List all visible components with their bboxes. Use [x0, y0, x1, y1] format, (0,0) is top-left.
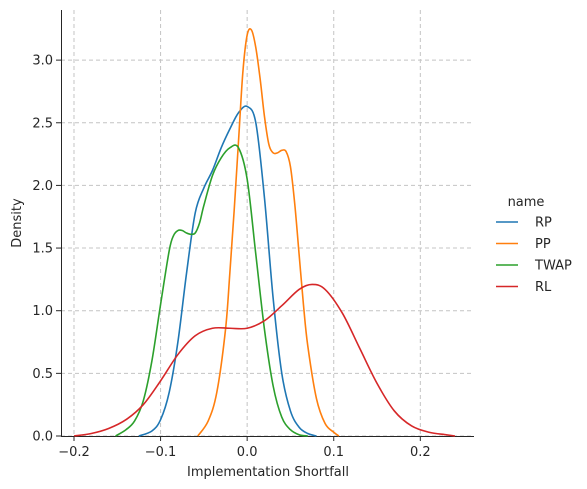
series-line-rl [73, 283, 456, 437]
series-line-twap [115, 144, 308, 437]
legend-items: RP PP TWAP RL [496, 216, 572, 295]
series-line-rp [138, 105, 317, 437]
grid [61, 10, 474, 437]
x-tick-label: −0.2 [58, 445, 90, 460]
y-tick-label: 2.5 [32, 116, 53, 131]
x-tick-label: 0.2 [410, 445, 431, 460]
y-axis-label: Density [10, 198, 25, 248]
legend-label-rl: RL [535, 280, 552, 295]
y-tick-label: 3.0 [32, 54, 53, 69]
ticks: −0.2 −0.1 0.0 0.1 0.2 0.0 0.5 1.0 1.5 2.0 2.5 3.0 [32, 54, 430, 460]
legend-title: name [508, 195, 545, 210]
x-tick-label: 0.0 [237, 445, 258, 460]
x-tick-label: 0.1 [323, 445, 344, 460]
y-tick-label: 0.0 [32, 430, 53, 445]
y-tick-label: 0.5 [32, 367, 53, 382]
x-tick-label: −0.1 [145, 445, 177, 460]
x-axis-label: Implementation Shortfall [187, 465, 349, 480]
y-tick-label: 2.0 [32, 179, 53, 194]
y-tick-label: 1.5 [32, 242, 53, 257]
y-tick-label: 1.0 [32, 304, 53, 319]
series-line-pp [197, 28, 340, 437]
legend-label-twap: TWAP [534, 259, 572, 274]
axes-spines [61, 10, 474, 437]
legend-label-rp: RP [535, 216, 552, 231]
legend: name RP PP TWAP RL [496, 195, 572, 295]
legend-label-pp: PP [535, 237, 551, 252]
series [73, 28, 456, 437]
